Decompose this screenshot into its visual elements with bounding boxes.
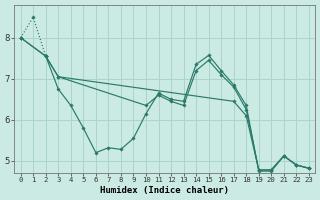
X-axis label: Humidex (Indice chaleur): Humidex (Indice chaleur) xyxy=(100,186,229,195)
